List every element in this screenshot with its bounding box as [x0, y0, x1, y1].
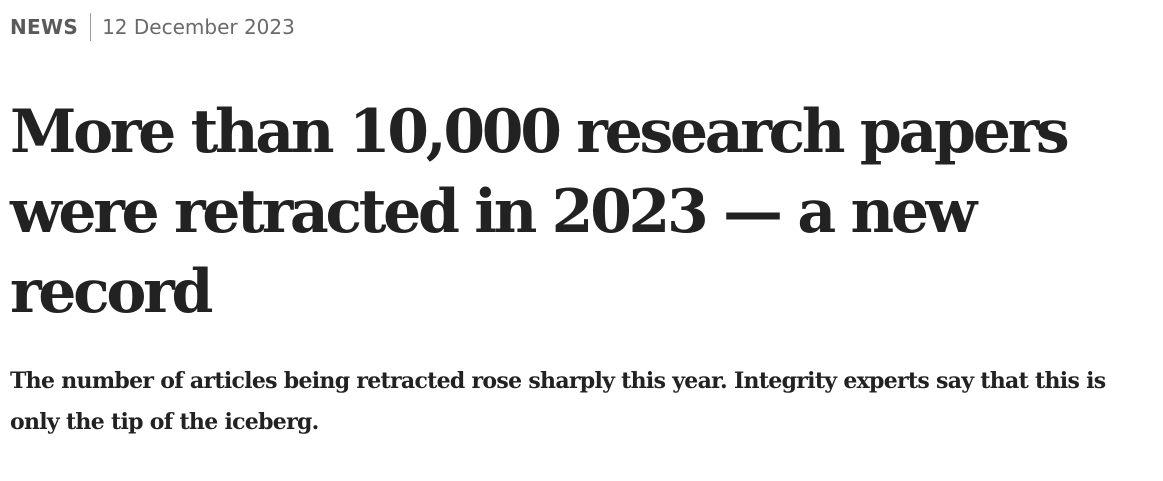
- publication-date: 12 December 2023: [102, 15, 295, 39]
- meta-divider: [90, 13, 92, 41]
- article-standfirst: The number of articles being retracted r…: [10, 368, 1106, 435]
- article-headline: More than 10,000 research papers were re…: [10, 97, 1070, 327]
- article-type-label[interactable]: NEWS: [10, 15, 79, 39]
- article-meta: NEWS 12 December 2023: [10, 12, 295, 42]
